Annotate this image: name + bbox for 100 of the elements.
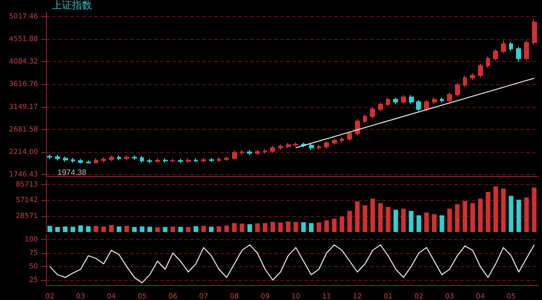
candlestick — [71, 157, 75, 164]
candlestick — [178, 158, 183, 164]
bar — [240, 224, 244, 232]
candlestick — [132, 154, 137, 160]
candlestick — [63, 156, 68, 162]
bar — [486, 192, 490, 232]
candlestick — [370, 106, 375, 119]
bar — [194, 226, 198, 232]
candlestick — [393, 97, 398, 104]
bar — [186, 226, 191, 232]
bar — [324, 220, 329, 232]
bar — [332, 218, 337, 232]
bar — [401, 208, 406, 232]
candlestick — [401, 94, 406, 104]
bar — [462, 200, 468, 232]
bar — [408, 210, 414, 232]
bar — [440, 215, 444, 232]
candlestick — [463, 75, 467, 88]
bar — [516, 200, 522, 232]
candlestick — [286, 142, 291, 149]
candlestick — [363, 114, 367, 124]
bar — [308, 223, 314, 232]
bar — [124, 226, 130, 232]
bar — [62, 226, 68, 232]
candlestick — [232, 150, 237, 160]
bar — [70, 226, 76, 232]
bar — [294, 222, 298, 232]
candlestick — [416, 99, 421, 112]
candlestick — [255, 149, 260, 156]
candlestick — [524, 40, 529, 61]
candlestick — [324, 140, 329, 150]
bar — [393, 210, 398, 232]
bar — [255, 223, 260, 232]
candlestick — [486, 56, 490, 68]
candlestick — [47, 154, 52, 160]
candlestick — [117, 154, 121, 161]
bar — [470, 203, 475, 232]
candlestick — [170, 158, 175, 163]
candlestick — [447, 92, 452, 103]
candlestick — [101, 156, 106, 163]
bar — [355, 201, 360, 232]
bar — [501, 188, 506, 232]
bar — [247, 224, 252, 232]
candlestick — [201, 157, 206, 163]
bar — [78, 225, 83, 232]
bar — [493, 186, 498, 232]
candlestick — [455, 82, 460, 98]
bar — [478, 198, 483, 232]
candlestick — [217, 156, 221, 162]
bar — [170, 226, 176, 232]
bar — [109, 225, 114, 232]
candlestick — [440, 97, 444, 103]
candlestick — [478, 63, 483, 78]
candlestick — [378, 102, 383, 112]
candlestick — [309, 142, 314, 150]
bar — [201, 226, 206, 232]
bar — [316, 222, 322, 232]
bar — [447, 208, 452, 232]
candlestick — [332, 138, 337, 146]
candlestick — [124, 154, 129, 161]
bar — [140, 226, 144, 232]
bar — [362, 205, 368, 232]
bar — [270, 222, 276, 232]
bar — [532, 188, 536, 232]
bar — [262, 223, 268, 232]
candlestick — [194, 158, 198, 163]
bar — [301, 222, 306, 232]
candlestick — [293, 142, 298, 148]
candlestick — [155, 158, 160, 164]
bar — [162, 226, 168, 232]
candlestick — [532, 18, 537, 45]
candlestick — [340, 136, 344, 143]
candlestick — [509, 42, 513, 52]
candlestick — [263, 148, 267, 154]
candlestick — [501, 40, 506, 54]
candlestick — [409, 94, 414, 104]
bar — [55, 226, 60, 232]
bar — [386, 206, 390, 232]
candlestick — [270, 145, 275, 154]
candlestick — [493, 48, 498, 61]
candlestick — [86, 160, 91, 164]
bar — [278, 222, 283, 232]
candlestick — [224, 156, 229, 162]
bar — [116, 226, 122, 232]
bar — [216, 226, 222, 232]
bar — [132, 226, 137, 232]
candlestick — [347, 130, 352, 142]
bar — [424, 212, 429, 232]
bar — [416, 215, 422, 232]
bar — [48, 226, 52, 232]
bar — [147, 226, 152, 232]
candlestick — [55, 154, 60, 161]
candlestick — [109, 154, 114, 162]
bar — [178, 226, 183, 232]
candlestick — [240, 150, 244, 156]
bar — [101, 226, 106, 232]
candlestick — [424, 99, 429, 112]
bar — [370, 198, 376, 232]
candlestick — [186, 158, 191, 164]
bar — [432, 214, 437, 232]
